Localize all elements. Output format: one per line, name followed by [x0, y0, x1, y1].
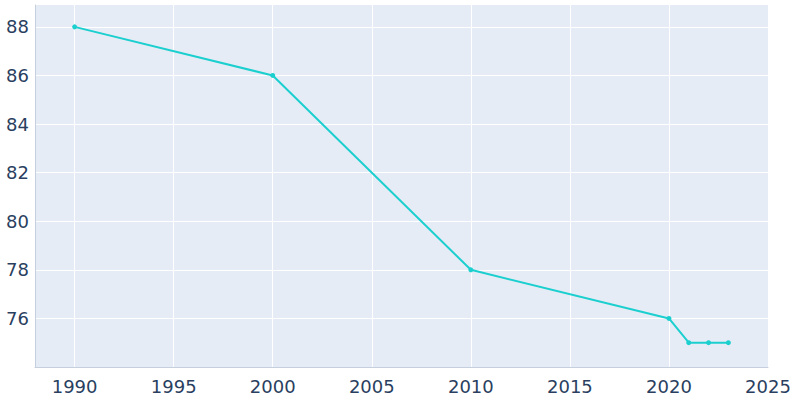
svg-text:84: 84: [6, 114, 29, 135]
svg-text:2000: 2000: [250, 376, 296, 397]
svg-text:78: 78: [6, 259, 29, 280]
svg-text:2010: 2010: [448, 376, 494, 397]
svg-text:1990: 1990: [52, 376, 98, 397]
svg-text:2020: 2020: [646, 376, 692, 397]
svg-text:1995: 1995: [151, 376, 197, 397]
svg-text:80: 80: [6, 211, 29, 232]
svg-text:82: 82: [6, 162, 29, 183]
svg-text:86: 86: [6, 65, 29, 86]
svg-text:2015: 2015: [547, 376, 593, 397]
svg-text:2025: 2025: [745, 376, 791, 397]
svg-text:2005: 2005: [349, 376, 395, 397]
svg-text:88: 88: [6, 16, 29, 37]
svg-text:76: 76: [6, 308, 29, 329]
